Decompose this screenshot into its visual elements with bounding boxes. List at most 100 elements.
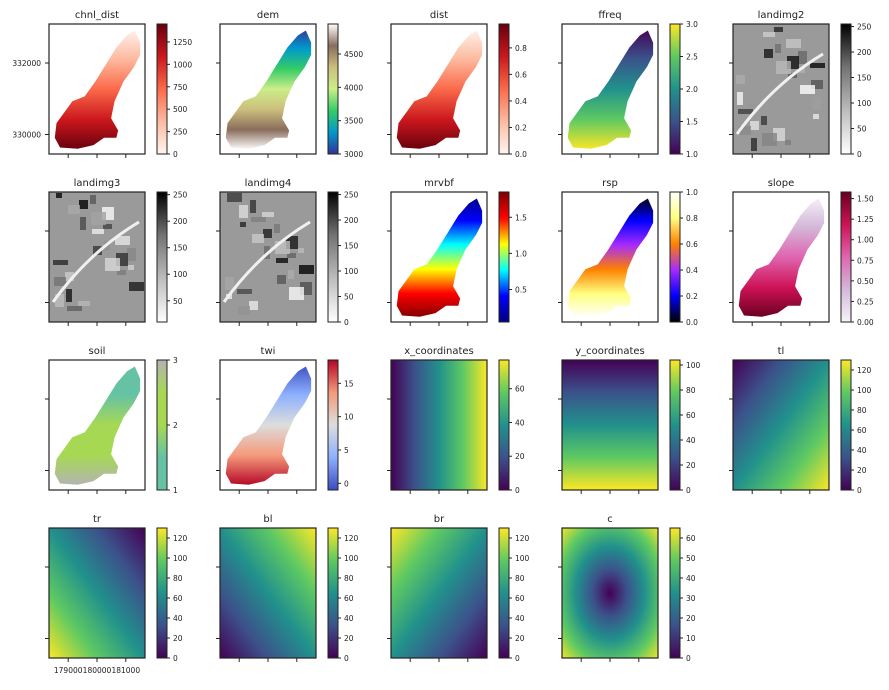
colorbar-tick-label: 80 — [686, 386, 696, 395]
raster-image — [738, 198, 825, 317]
colorbar-tick-label: 0 — [173, 150, 178, 159]
subplot-title: mrvbf — [424, 178, 454, 189]
colorbar-tick-label: 60 — [686, 411, 696, 420]
raster-image — [733, 360, 829, 490]
colorbar-tick-label: 20 — [173, 634, 183, 643]
raster-image — [391, 360, 487, 490]
colorbar — [328, 24, 338, 154]
raster-image — [567, 198, 654, 317]
subplot-bl: bl 0 20 40 60 80 100 120 — [216, 514, 359, 663]
colorbar-tick-label: 0.0 — [515, 150, 527, 159]
colorbar-tick-label: 150 — [173, 244, 188, 253]
subplot-title: soil — [89, 346, 106, 357]
colorbar-tick-label: 100 — [173, 554, 188, 563]
y-tick-label: 332000 — [12, 59, 41, 68]
subplot-title: br — [434, 514, 445, 525]
subplot-title: rsp — [602, 178, 618, 189]
subplot-c: c 0 10 20 30 40 50 60 — [558, 514, 696, 663]
colorbar-tick-label: 1 — [173, 486, 178, 495]
subplot-title: ffreq — [598, 10, 621, 21]
colorbar-tick-label: 150 — [344, 242, 359, 251]
colorbar-tick-label: 100 — [857, 99, 872, 108]
colorbar-tick-label: 40 — [686, 436, 696, 445]
colorbar-tick-label: 100 — [857, 386, 872, 395]
subplot-landimg2: landimg2 0 50 100 150 200 250 — [729, 10, 872, 159]
colorbar-tick-label: 0.2 — [686, 292, 698, 301]
subplot-tl: tl 0 20 40 60 80 100 120 — [729, 346, 872, 495]
colorbar-tick-label: 1.25 — [857, 215, 874, 224]
colorbar-tick-label: 500 — [173, 105, 188, 114]
colorbar-tick-label: 80 — [515, 574, 525, 583]
subplot-title: x_coordinates — [404, 346, 473, 357]
colorbar-tick-label: 250 — [857, 23, 872, 32]
colorbar — [499, 192, 509, 322]
colorbar-tick-label: 20 — [686, 461, 696, 470]
raster-image — [225, 366, 312, 485]
colorbar-tick-label: 20 — [515, 452, 525, 461]
colorbar-tick-label: 1000 — [173, 60, 192, 69]
colorbar-tick-label: 60 — [173, 594, 183, 603]
colorbar-tick-label: 20 — [686, 614, 696, 623]
colorbar-tick-label: 0.4 — [515, 97, 527, 106]
colorbar-tick-label: 2.5 — [686, 53, 698, 62]
subplot-mrvbf: mrvbf 0.5 1.0 1.5 — [387, 178, 527, 326]
raster-image — [391, 528, 487, 658]
colorbar-tick-label: 5 — [344, 446, 349, 455]
colorbar-tick-label: 1.0 — [686, 150, 698, 159]
colorbar-tick-label: 0.6 — [686, 240, 698, 249]
colorbar-tick-label: 40 — [515, 418, 525, 427]
raster-image — [54, 366, 141, 485]
colorbar-tick-label: 3 — [173, 356, 178, 365]
raster-image — [225, 30, 312, 149]
colorbar-tick-label: 250 — [173, 128, 188, 137]
colorbar-tick-label: 60 — [344, 594, 354, 603]
colorbar-tick-label: 250 — [173, 191, 188, 200]
x-tick-label: 179000 — [54, 666, 83, 675]
subplot-tr: tr 0 20 40 60 80 100 120 — [45, 514, 188, 663]
colorbar-tick-label: 50 — [344, 293, 354, 302]
colorbar-tick-label: 30 — [686, 594, 696, 603]
subplot-title: slope — [768, 178, 795, 189]
colorbar — [157, 192, 167, 322]
colorbar-tick-label: 0 — [686, 486, 691, 495]
colorbar-tick-label: 10 — [344, 413, 354, 422]
colorbar-tick-label: 200 — [857, 48, 872, 57]
colorbar-tick-label: 0 — [344, 318, 349, 327]
colorbar-tick-label: 0 — [344, 479, 349, 488]
subplot-dem: dem 3000 3500 4000 4500 — [216, 10, 363, 159]
colorbar-tick-label: 0.8 — [686, 214, 698, 223]
colorbar-tick-label: 40 — [515, 614, 525, 623]
colorbar-tick-label: 100 — [686, 361, 701, 370]
raster-image — [54, 30, 141, 149]
colorbar-tick-label: 250 — [344, 191, 359, 200]
colorbar-tick-label: 2 — [173, 421, 178, 430]
subplot-landimg4: landimg4 0 50 100 150 200 250 — [216, 178, 359, 327]
colorbar-tick-label: 60 — [857, 426, 867, 435]
colorbar-tick-label: 100 — [515, 554, 530, 563]
colorbar-tick-label: 0.5 — [515, 286, 527, 295]
colorbar-tick-label: 60 — [686, 534, 696, 543]
subplot-title: bl — [263, 514, 272, 525]
colorbar-tick-label: 4000 — [344, 83, 363, 92]
colorbar-tick-label: 0.00 — [857, 318, 874, 327]
subplot-soil: soil 1 2 3 — [45, 346, 178, 495]
colorbar — [841, 360, 851, 490]
colorbar-tick-label: 120 — [344, 534, 359, 543]
colorbar — [499, 24, 509, 154]
colorbar — [670, 192, 680, 322]
colorbar-tick-label: 80 — [173, 574, 183, 583]
colorbar-tick-label: 3.0 — [686, 20, 698, 29]
raster-image — [396, 198, 483, 317]
subplot-dist: dist 0.0 0.2 0.4 0.6 0.8 — [387, 10, 527, 159]
colorbar — [328, 360, 338, 490]
colorbar — [328, 192, 338, 322]
colorbar-tick-label: 150 — [857, 74, 872, 83]
subplot-landimg3: landimg3 50 100 150 200 250 — [45, 178, 188, 326]
colorbar-tick-label: 80 — [344, 574, 354, 583]
raster-image — [396, 30, 483, 149]
colorbar-tick-label: 100 — [344, 554, 359, 563]
subplot-y-coordinates: y_coordinates 0 20 40 60 80 100 — [558, 346, 701, 495]
colorbar-tick-label: 0.25 — [857, 297, 874, 306]
colorbar-tick-label: 0 — [515, 486, 520, 495]
